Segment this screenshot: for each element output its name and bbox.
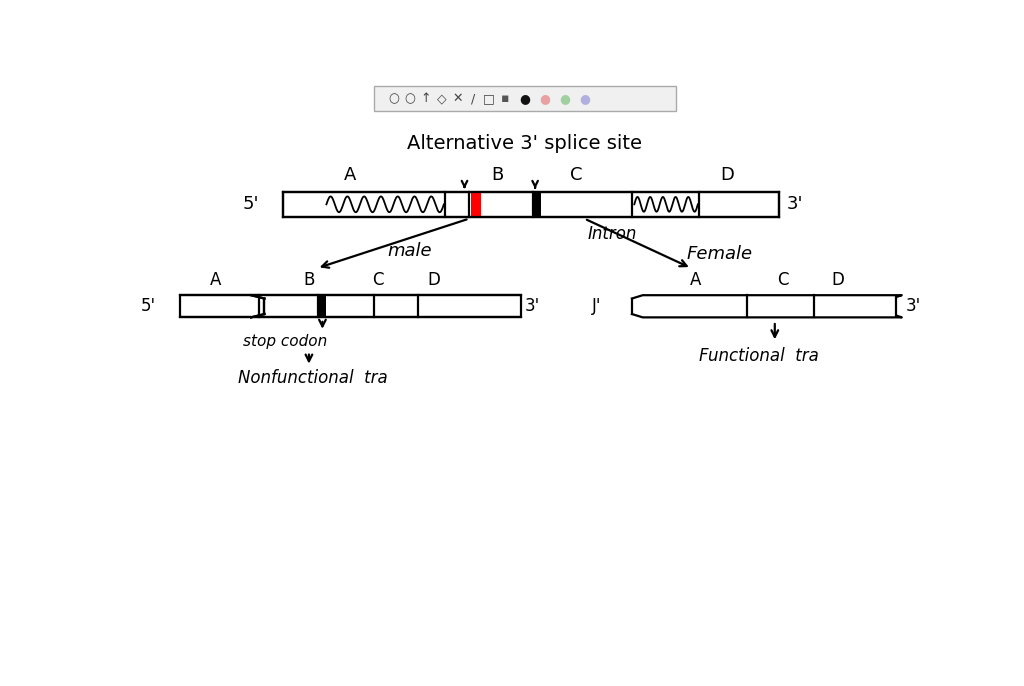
Text: ●: ●: [519, 92, 530, 105]
Text: A: A: [210, 272, 221, 289]
Text: D: D: [427, 272, 440, 289]
Text: male: male: [387, 242, 432, 261]
Text: C: C: [373, 272, 384, 289]
Bar: [283, 191, 778, 217]
Text: ↑: ↑: [420, 92, 431, 105]
Text: Alternative 3' splice site: Alternative 3' splice site: [408, 134, 642, 152]
Text: ○: ○: [404, 92, 415, 105]
Text: Female: Female: [686, 245, 753, 263]
Text: B: B: [490, 166, 503, 184]
Text: ○: ○: [388, 92, 399, 105]
Text: ●: ●: [559, 92, 570, 105]
Text: ◇: ◇: [436, 92, 446, 105]
Text: 3': 3': [525, 297, 541, 316]
Bar: [251, 296, 264, 317]
Text: □: □: [483, 92, 495, 105]
Bar: [374, 86, 676, 111]
Text: A: A: [690, 272, 701, 289]
Bar: [532, 191, 542, 217]
Text: 3': 3': [786, 196, 803, 213]
Text: D: D: [720, 166, 734, 184]
Text: A: A: [344, 166, 356, 184]
Text: ✕: ✕: [452, 92, 463, 105]
Text: C: C: [570, 166, 583, 184]
Text: C: C: [777, 272, 788, 289]
Text: Functional  tra: Functional tra: [699, 347, 819, 365]
Bar: [179, 295, 521, 318]
Text: J': J': [592, 297, 601, 316]
Text: D: D: [831, 272, 845, 289]
Text: ●: ●: [540, 92, 550, 105]
Text: Nonfunctional  tra: Nonfunctional tra: [238, 369, 387, 387]
Text: 5': 5': [243, 196, 259, 213]
Text: 3': 3': [906, 297, 922, 316]
Text: ▪: ▪: [501, 92, 509, 105]
Text: ●: ●: [579, 92, 590, 105]
Text: stop codon: stop codon: [243, 333, 328, 348]
Text: B: B: [303, 272, 314, 289]
Bar: [471, 191, 481, 217]
Bar: [318, 295, 327, 318]
Text: 5': 5': [140, 297, 156, 316]
Text: /: /: [471, 92, 475, 105]
Text: Intron: Intron: [588, 225, 637, 243]
